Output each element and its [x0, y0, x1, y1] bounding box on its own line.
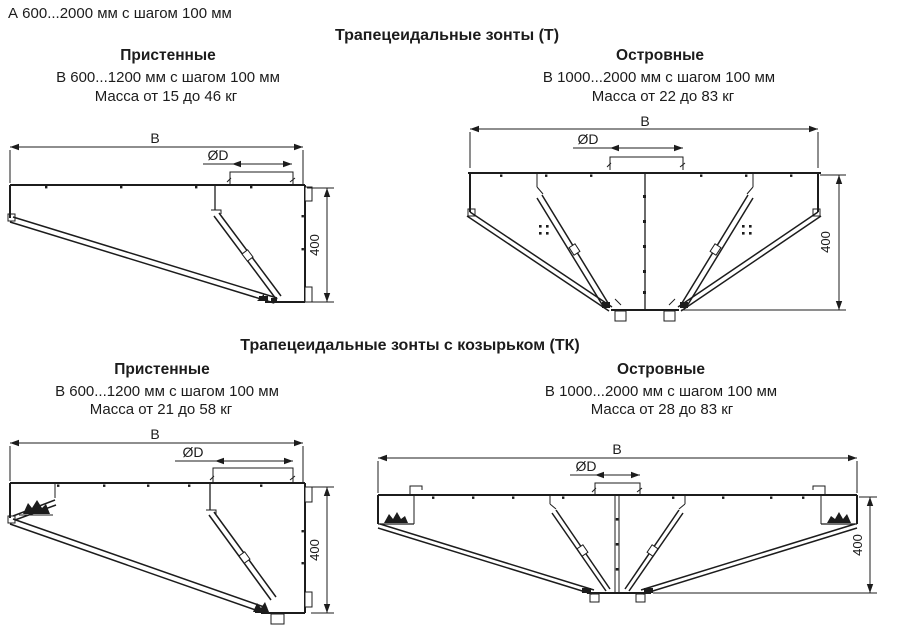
vent-dots-right	[742, 225, 752, 235]
canopy-panel-right	[677, 208, 822, 312]
hood-outline	[468, 172, 821, 322]
dimension-b: B	[9, 130, 304, 184]
hood-outline	[9, 184, 313, 303]
section1-island-size: В 1000...2000 мм с шагом 100 мм	[542, 69, 776, 86]
drawing-wall-hood-tk: B ØD	[7, 426, 334, 625]
dim-diameter-label: ØD	[183, 444, 204, 460]
dimension-height: 400	[307, 486, 334, 614]
dim-height-label: 400	[850, 534, 865, 556]
lamp-box-left	[589, 593, 600, 603]
bottom-assembly	[582, 588, 653, 593]
dimension-d: ØD	[175, 444, 293, 465]
dimension-d: ØD	[570, 458, 640, 479]
dim-diameter-label: ØD	[208, 147, 229, 163]
filter-clip	[576, 544, 589, 557]
hood-outline	[378, 485, 857, 603]
duct-collar	[209, 467, 296, 483]
lamp-box-right	[663, 310, 676, 322]
duct-collar	[606, 156, 686, 170]
mount-tab-top	[304, 186, 313, 202]
dimension-height: 400	[653, 496, 877, 594]
filter-clip	[238, 551, 251, 564]
dim-width-label: B	[150, 426, 159, 442]
duct-collar	[591, 482, 643, 495]
bottom-assembly	[602, 298, 688, 308]
filter-panel-left	[536, 173, 609, 307]
dimension-height: 400	[681, 174, 846, 311]
drawing-island-hood-t: B ØD	[466, 113, 846, 322]
dim-diameter-label: ØD	[576, 458, 597, 474]
filter-clip	[241, 249, 254, 262]
lamp-box	[270, 613, 285, 625]
section2-title: Трапецеидальные зонты с козырьком (ТК)	[240, 337, 580, 354]
mount-tab-bottom	[304, 591, 313, 608]
mount-tab-top	[304, 486, 313, 503]
section2-island-mass: Масса от 28 до 83 кг	[590, 401, 734, 418]
drawing-island-hood-tk: B ØD	[377, 441, 877, 603]
dim-height-label: 400	[307, 234, 322, 256]
filter-clip	[709, 243, 722, 256]
end-box-left	[377, 495, 415, 525]
dim-height-label: 400	[307, 539, 322, 561]
section1-wall-size: В 600...1200 мм с шагом 100 мм	[56, 69, 280, 86]
bottom-assembly	[257, 294, 277, 302]
dim-width-label: B	[150, 130, 159, 146]
section1-wall-mass: Масса от 15 до 46 кг	[94, 88, 238, 105]
dim-height-label: 400	[818, 231, 833, 253]
dimension-d: ØD	[203, 147, 292, 168]
canopy-panel	[7, 213, 278, 304]
duct-collar	[226, 171, 296, 185]
hood-outline	[9, 482, 313, 614]
canopy-panel-right	[640, 523, 858, 595]
drawing-wall-hood-t: B ØD	[7, 130, 334, 304]
bottom-assembly	[253, 602, 285, 625]
depth-range-note: А 600...2000 мм с шагом 100 мм	[8, 5, 232, 22]
vent-dots-left	[539, 225, 549, 235]
filter-clip	[646, 544, 659, 557]
lamp-icon	[827, 512, 851, 523]
section2-island-size: В 1000...2000 мм с шагом 100 мм	[544, 383, 778, 400]
canopy-panel	[7, 515, 268, 614]
lamp-box-right	[635, 593, 646, 603]
filter-panel-right	[624, 495, 686, 592]
filter-panel	[206, 509, 277, 601]
section1-wall-heading: Пристенные	[120, 47, 216, 64]
lamp-box-left	[614, 310, 627, 322]
section1-island-mass: Масса от 22 до 83 кг	[591, 88, 735, 105]
filter-panel-left	[549, 495, 611, 592]
canopy-panel-left	[466, 208, 613, 312]
dimension-d: ØD	[573, 131, 683, 152]
hanger-bracket-right	[812, 485, 826, 495]
dimension-b: B	[377, 441, 858, 493]
dimension-height: 400	[307, 187, 334, 303]
filter-panel	[211, 209, 282, 300]
section2-wall-size: В 600...1200 мм с шагом 100 мм	[55, 383, 279, 400]
dimension-b: B	[9, 426, 304, 482]
lamp-icon	[384, 512, 408, 523]
section1-title: Трапецеидальные зонты (Т)	[334, 27, 560, 44]
section2-wall-mass: Масса от 21 до 58 кг	[89, 401, 233, 418]
canopy-panel-left	[377, 523, 595, 595]
dim-width-label: B	[612, 441, 621, 457]
section1-island-heading: Островные	[616, 47, 704, 64]
section2-island-heading: Островные	[617, 361, 705, 378]
hanger-bracket-left	[409, 485, 423, 495]
mount-tab-bottom	[304, 286, 313, 303]
filter-panel-right	[681, 173, 754, 307]
visor-left	[12, 483, 57, 521]
section2-wall-heading: Пристенные	[114, 361, 210, 378]
dimension-b: B	[469, 113, 819, 168]
dim-diameter-label: ØD	[578, 131, 599, 147]
dim-width-label: B	[640, 113, 649, 129]
end-box-right	[820, 495, 858, 525]
filter-clip	[568, 243, 581, 256]
